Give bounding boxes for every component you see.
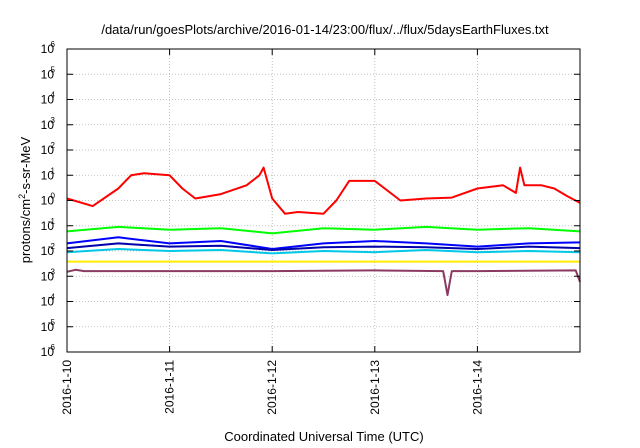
- y-tick-label: 102: [41, 141, 56, 157]
- y-tick-label: 10-6: [41, 343, 56, 359]
- y-tick-label: 10-5: [41, 318, 56, 334]
- y-tick-exponent: 2: [51, 141, 56, 150]
- y-tick-label: 10-2: [41, 242, 56, 258]
- y-tick-exponent: 6: [51, 40, 56, 49]
- y-tick-label: 100: [41, 192, 56, 208]
- x-tick-label: 2016-1-10: [60, 360, 74, 415]
- y-axis-label: protons/cm2-s-sr-MeV: [17, 136, 33, 263]
- grid-lines: [67, 49, 580, 352]
- series-line-3: [66, 236, 581, 250]
- y-tick-label: 104: [41, 91, 56, 107]
- series-line-5: [66, 242, 581, 251]
- series-line-1: [66, 166, 581, 215]
- y-tick-exponent: 4: [51, 91, 56, 100]
- chart-title: /data/run/goesPlots/archive/2016-01-14/2…: [101, 22, 549, 37]
- x-tick-label: 2016-1-14: [470, 360, 484, 415]
- x-axis-ticks: 2016-1-10 2016-1-11 2016-1-12 2016-1-13 2016…: [60, 49, 484, 415]
- series-line-2: [66, 225, 581, 235]
- y-tick-exponent: -6: [48, 343, 56, 352]
- y-tick-label: 10-1: [41, 217, 56, 233]
- y-tick-label: 106: [41, 40, 56, 56]
- y-tick-exponent: 0: [51, 192, 56, 201]
- y-tick-exponent: -1: [48, 217, 56, 226]
- x-axis-label: Coordinated Universal Time (UTC): [224, 429, 423, 444]
- x-tick-label: 2016-1-11: [163, 360, 177, 414]
- y-axis-ticks: 10-610-510-410-310-210-11001011021031041…: [41, 40, 580, 359]
- y-tick-exponent: -5: [48, 318, 56, 327]
- x-tick-label: 2016-1-12: [265, 360, 279, 415]
- y-tick-exponent: 1: [51, 166, 56, 175]
- y-tick-exponent: -2: [48, 242, 56, 251]
- x-tick-label: 2016-1-13: [368, 360, 382, 415]
- series-line-4: [66, 248, 581, 255]
- y-tick-exponent: 3: [51, 116, 56, 125]
- y-tick-exponent: -4: [48, 293, 56, 302]
- series-line-7: [66, 268, 581, 297]
- y-tick-exponent: 5: [51, 65, 56, 74]
- y-tick-label: 101: [41, 166, 56, 182]
- y-tick-label: 10-4: [41, 293, 56, 309]
- plot-frame: [66, 48, 581, 353]
- y-tick-label: 105: [41, 65, 56, 81]
- y-tick-label: 10-3: [41, 267, 56, 283]
- y-tick-exponent: -3: [48, 267, 56, 276]
- series-layer: [66, 166, 581, 297]
- y-tick-label: 103: [41, 116, 56, 132]
